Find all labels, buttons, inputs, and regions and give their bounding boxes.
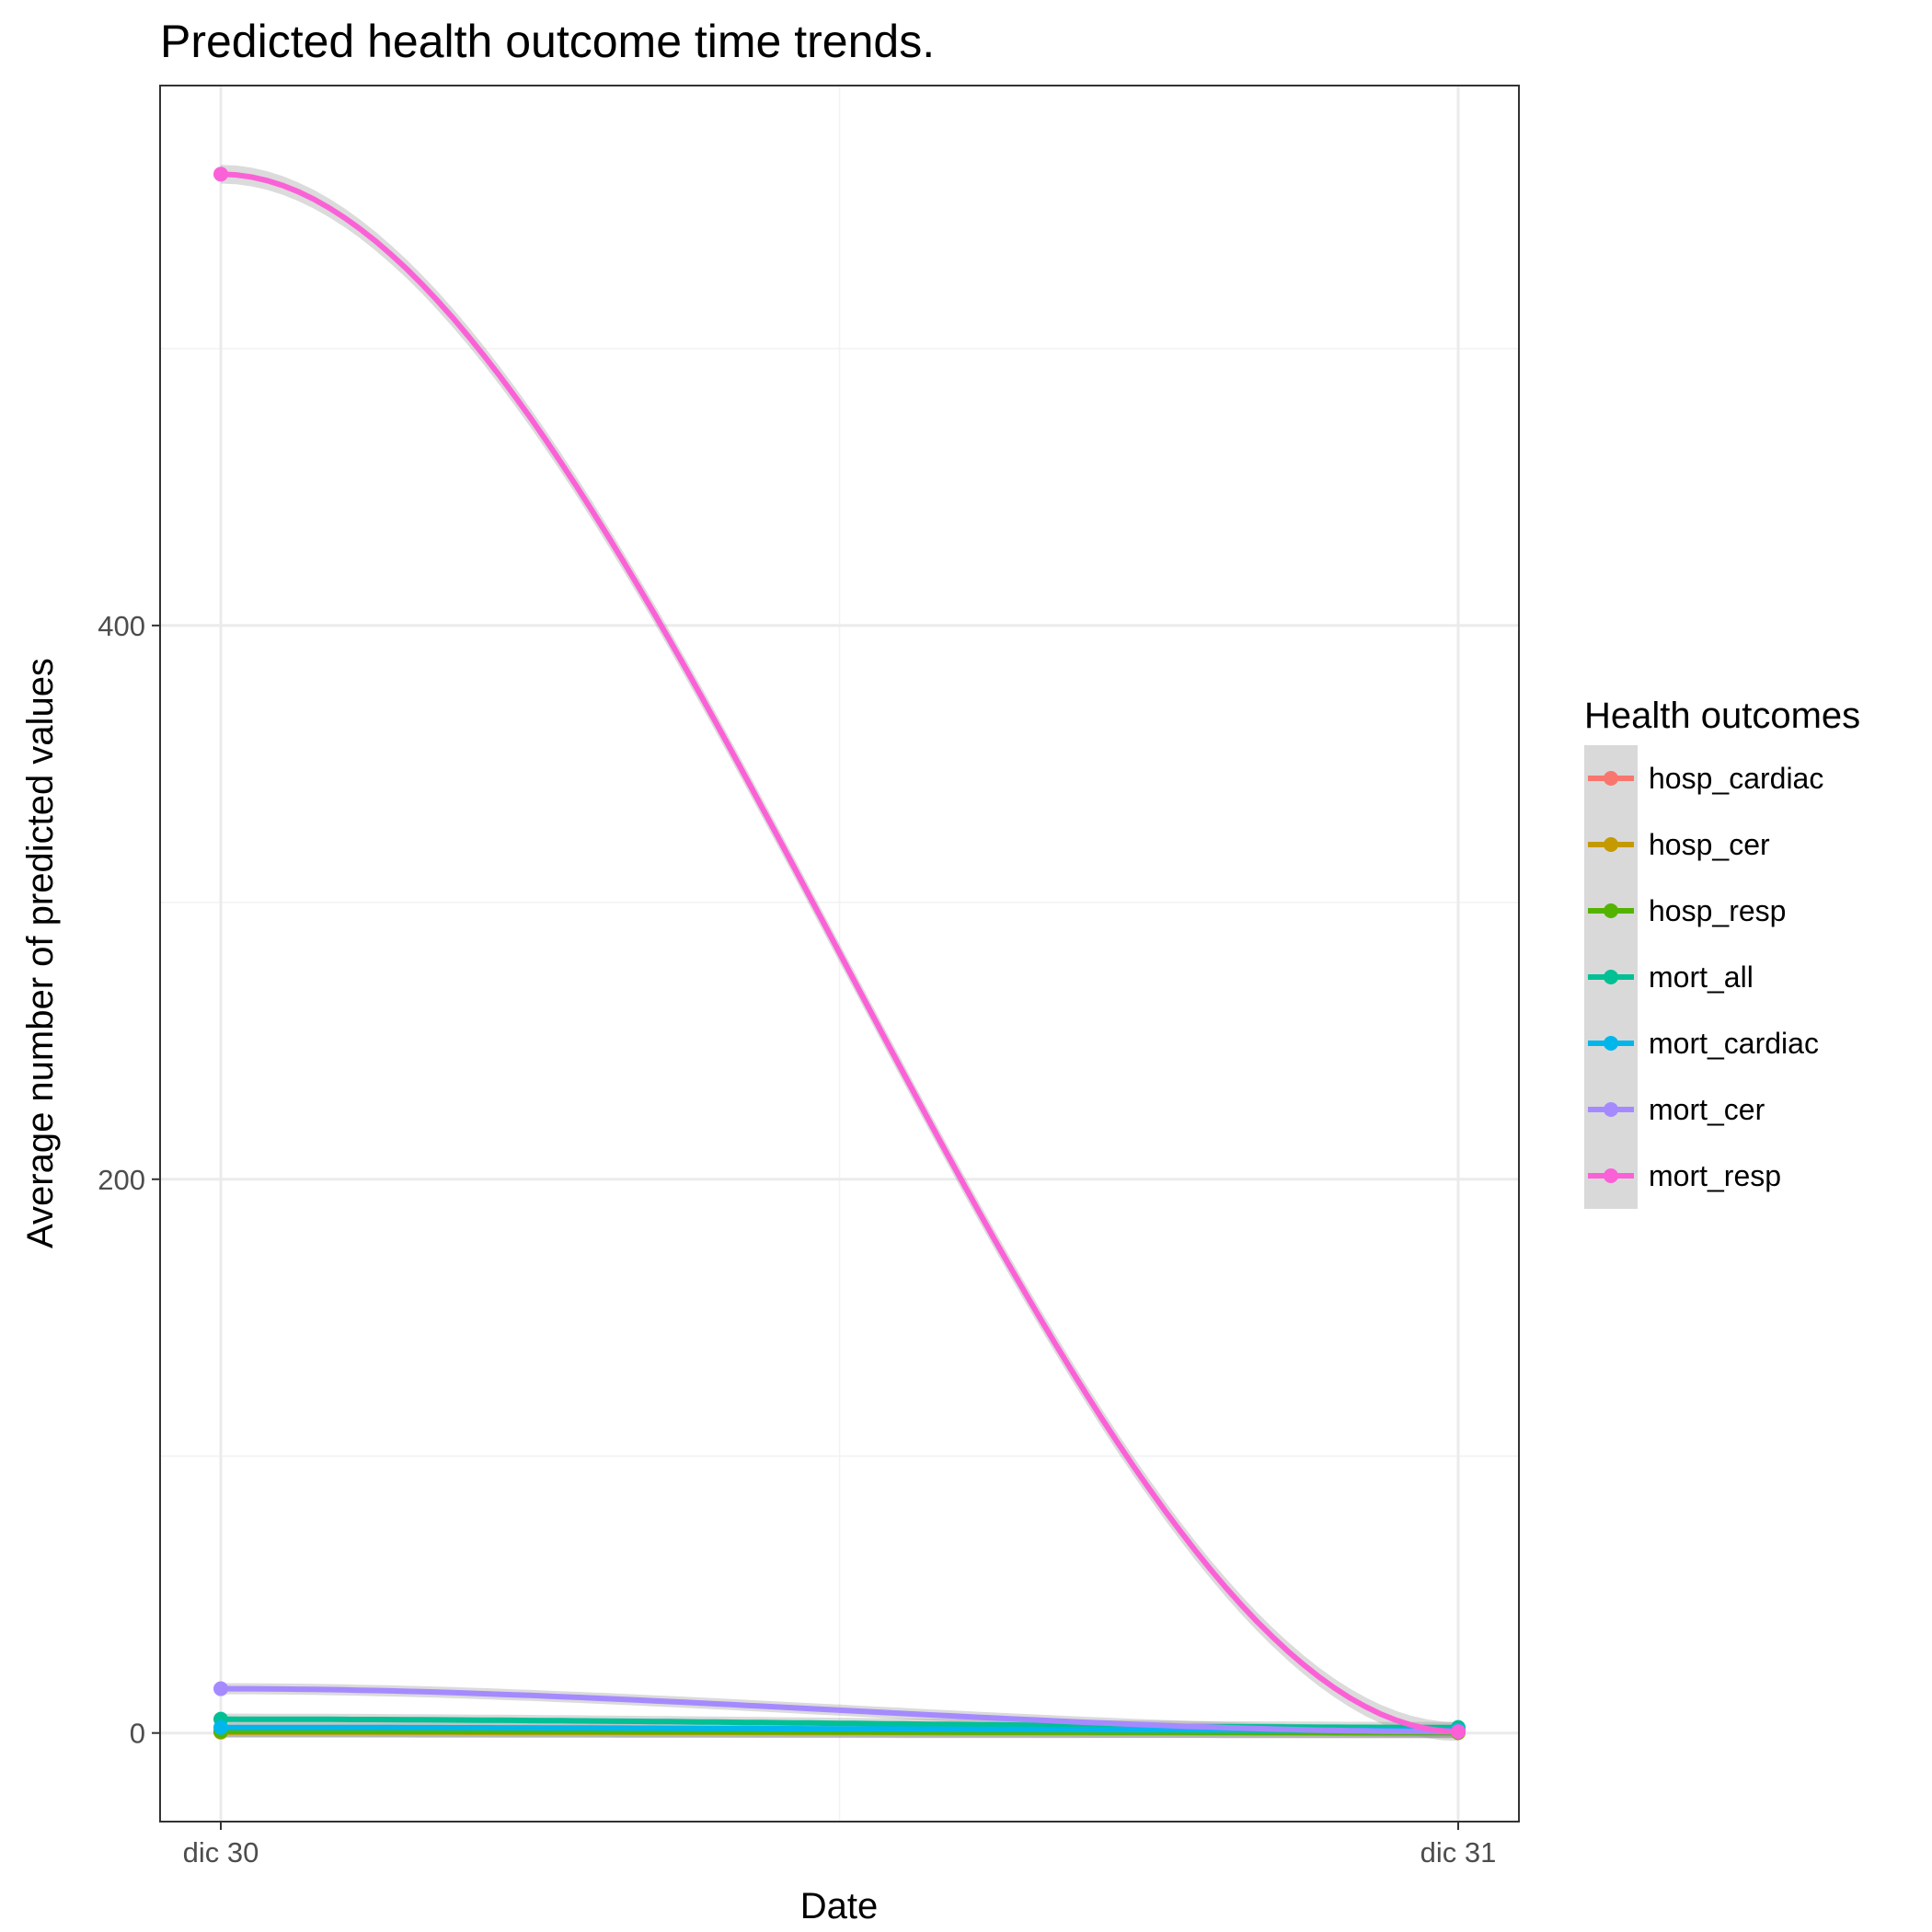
point-mort-cardiac xyxy=(213,1719,228,1735)
x-axis: dic 30 dic 31 xyxy=(183,1822,1497,1869)
legend-key-point-hosp-cardiac xyxy=(1604,771,1618,786)
legend-key-point-mort-cer xyxy=(1604,1102,1618,1117)
legend-key-point-mort-all xyxy=(1604,970,1618,984)
legend-label-mort-resp: mort_resp xyxy=(1649,1159,1781,1192)
y-tick-label: 200 xyxy=(98,1164,145,1196)
legend-label-hosp-resp: hosp_resp xyxy=(1649,894,1786,927)
legend-label-mort-cardiac: mort_cardiac xyxy=(1649,1027,1819,1060)
legend-key-point-mort-resp xyxy=(1604,1168,1618,1183)
y-tick-label: 400 xyxy=(98,610,145,642)
legend-label-hosp-cer: hosp_cer xyxy=(1649,828,1770,861)
x-tick-label: dic 30 xyxy=(183,1836,259,1869)
point-mort-cer xyxy=(213,1681,228,1696)
legend-label-mort-all: mort_all xyxy=(1649,960,1754,994)
legend-label-hosp-cardiac: hosp_cardiac xyxy=(1649,762,1823,795)
point-mort-resp xyxy=(1451,1724,1466,1740)
line-mort-cer xyxy=(220,1685,1458,1735)
y-axis: 0 200 400 xyxy=(98,610,160,1750)
legend-title: Health outcomes xyxy=(1584,696,1860,736)
legend: Health outcomes hosp_cardiac hosp_cerhosp… xyxy=(1584,696,1860,1209)
plot-panel-border xyxy=(159,85,1520,1823)
series-lines xyxy=(220,171,1459,1736)
legend-key-point-hosp-resp xyxy=(1604,903,1618,918)
y-axis-title: Average number of predicted values xyxy=(20,658,61,1248)
point-mort-resp xyxy=(213,167,228,182)
x-axis-title: Date xyxy=(800,1886,879,1926)
line-mort-resp xyxy=(220,171,1459,1735)
legend-key-point-mort-cardiac xyxy=(1604,1036,1618,1051)
y-tick-label: 0 xyxy=(130,1718,145,1750)
x-tick-label: dic 31 xyxy=(1420,1836,1497,1869)
chart-title: Predicted health outcome time trends. xyxy=(160,16,935,67)
series-points xyxy=(213,167,1466,1741)
legend-key-point-hosp-cer xyxy=(1604,837,1618,852)
legend-label-mort-cer: mort_cer xyxy=(1649,1093,1765,1126)
